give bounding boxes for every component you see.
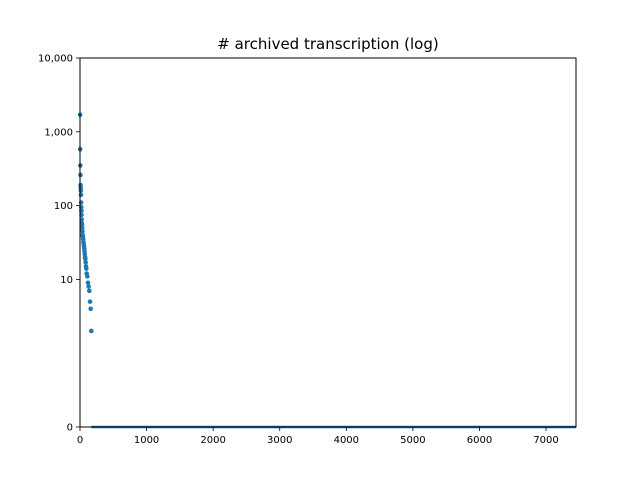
data-point [83,260,88,265]
x-axis: 0 1000 2000 3000 4000 5000 6000 7000 [77,427,559,446]
data-point [85,280,91,286]
y-tick-label: 100 [54,201,73,212]
x-tick-label: 5000 [400,435,425,446]
x-tick-label: 7000 [533,435,558,446]
data-point [84,266,89,271]
data-point [88,306,93,312]
data-point [78,192,84,198]
data-point [85,274,90,279]
y-tick-label: 10,000 [38,54,73,65]
y-tick-label: 0 [67,423,73,434]
data-point [80,228,85,234]
data-point [87,288,92,294]
x-tick-label: 2000 [200,435,225,446]
x-tick-label: 4000 [334,435,359,446]
x-tick-label: 6000 [467,435,492,446]
data-point [79,225,85,231]
chart-title: # archived transcription (log) [217,35,438,53]
data-point [78,188,84,193]
data-point [89,328,94,334]
y-tick-label: 1,000 [44,127,73,138]
x-tick-label: 0 [77,435,83,446]
data-point [87,299,93,304]
data-point [79,217,84,222]
y-axis: 0 10 100 1,000 10,000 [38,54,80,434]
plot-frame [79,57,577,428]
x-tick-label: 1000 [134,435,159,446]
y-tick-label: 10 [60,275,73,286]
x-tick-label: 3000 [267,435,292,446]
data-point [83,256,88,262]
data-point [86,284,91,289]
